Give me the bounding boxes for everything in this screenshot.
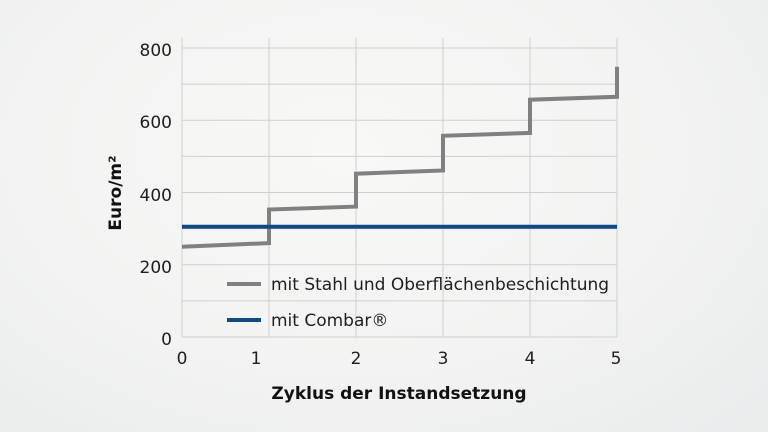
legend-label-combar: mit Combar® <box>271 311 388 331</box>
y-tick-800: 800 <box>140 41 172 61</box>
x-tick-0: 0 <box>177 349 188 369</box>
y-tick-0: 0 <box>161 330 172 350</box>
y-tick-200: 200 <box>140 258 172 278</box>
legend-label-steel: mit Stahl und Oberflächenbeschichtung <box>271 275 609 295</box>
x-tick-3: 3 <box>438 349 449 369</box>
series-group <box>181 66 619 249</box>
series-line-steel <box>181 66 619 249</box>
y-tick-600: 600 <box>140 113 172 133</box>
x-tick-2: 2 <box>351 349 362 369</box>
x-tick-4: 4 <box>525 349 536 369</box>
x-tick-1: 1 <box>251 349 262 369</box>
legend: mit Stahl und Oberflächenbeschichtung mi… <box>227 275 609 331</box>
x-axis-title: Zyklus der Instandsetzung <box>271 384 526 404</box>
y-tick-400: 400 <box>140 186 172 206</box>
gridlines <box>181 38 618 338</box>
x-tick-5: 5 <box>611 349 622 369</box>
y-axis-title: Euro/m² <box>106 155 126 230</box>
